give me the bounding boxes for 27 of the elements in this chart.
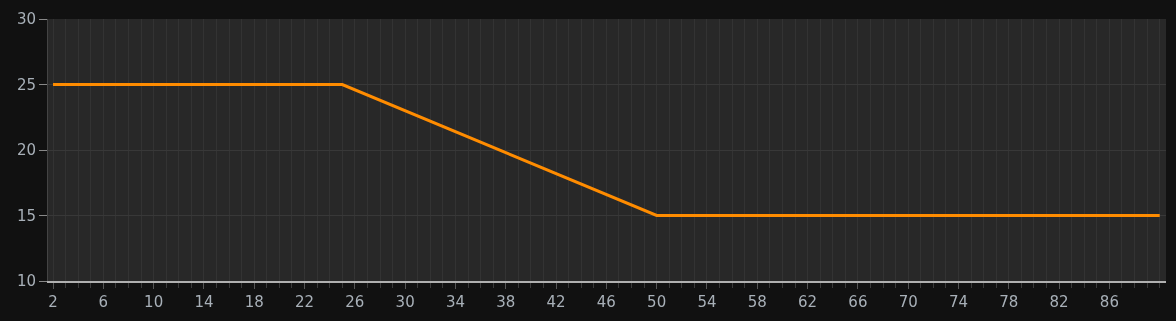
- x-tick-label: 38: [496, 293, 516, 311]
- x-tick-label: 22: [295, 293, 315, 311]
- x-tick-label: 30: [395, 293, 415, 311]
- x-tick-label: 34: [445, 293, 466, 311]
- x-tick-label: 58: [747, 293, 767, 311]
- x-tick-label: 54: [697, 293, 717, 311]
- y-tick-label: 10: [16, 272, 36, 291]
- x-tick-label: 82: [1049, 293, 1069, 311]
- x-tick-label: 78: [999, 293, 1019, 311]
- x-tick-label: 70: [898, 293, 918, 311]
- y-tick-label: 15: [16, 206, 36, 225]
- x-tick-label: 86: [1099, 293, 1119, 311]
- x-tick-label: 74: [948, 293, 969, 311]
- x-tick-label: 2: [48, 293, 58, 311]
- x-tick-label: 14: [194, 293, 214, 311]
- x-tick-label: 26: [345, 293, 365, 311]
- y-tick-label: 30: [16, 10, 36, 29]
- x-tick-label: 10: [144, 293, 164, 311]
- x-tick-label: 66: [848, 293, 868, 311]
- y-tick-label: 25: [16, 75, 36, 94]
- x-tick-label: 50: [647, 293, 667, 311]
- x-tick-label: 62: [798, 293, 818, 311]
- x-tick-label: 42: [546, 293, 566, 311]
- x-tick-label: 46: [596, 293, 616, 311]
- y-tick-label: 20: [16, 141, 36, 160]
- x-tick-label: 6: [98, 293, 109, 311]
- x-tick-label: 18: [244, 293, 264, 311]
